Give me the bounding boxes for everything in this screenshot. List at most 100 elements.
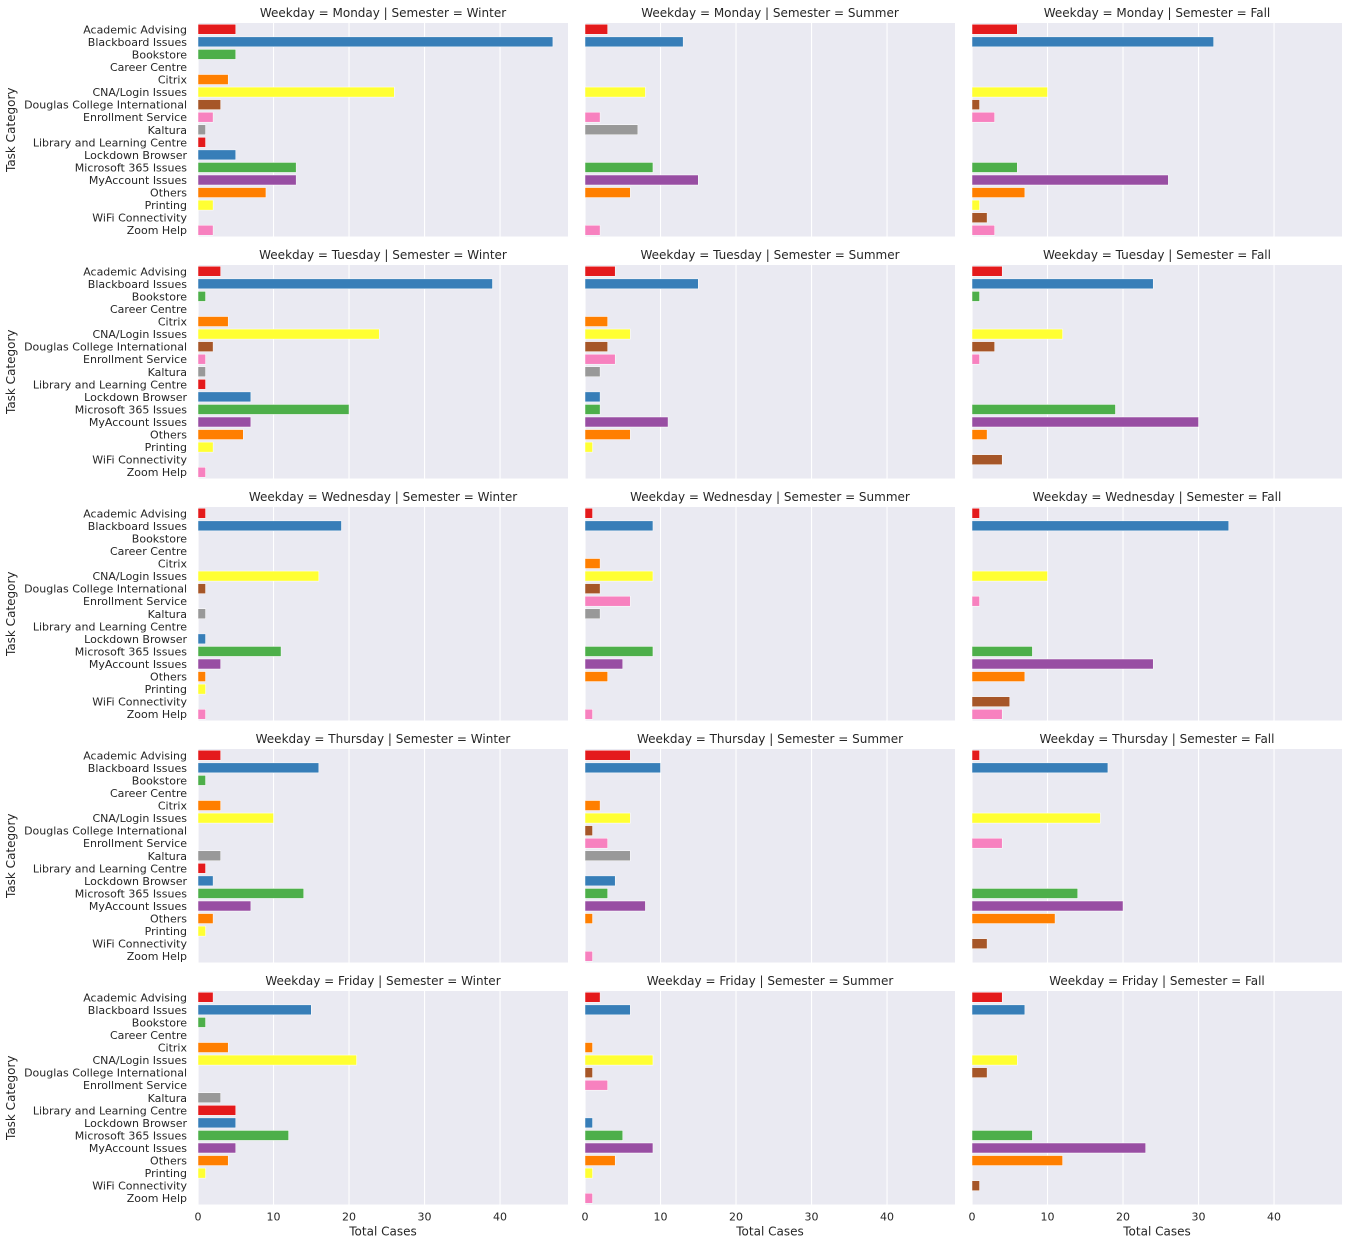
panel-title: Weekday = Tuesday | Semester = Winter xyxy=(259,248,507,262)
bar xyxy=(971,174,1169,186)
y-tick-label: Others xyxy=(150,1155,187,1168)
bar xyxy=(584,950,593,962)
bar xyxy=(584,441,593,453)
bar xyxy=(971,1004,1026,1016)
bar xyxy=(971,341,995,352)
bar xyxy=(197,1017,206,1028)
bar xyxy=(197,1117,237,1129)
y-tick-label: Citrix xyxy=(158,316,188,329)
y-tick-label: Library and Learning Centre xyxy=(33,136,187,149)
bar xyxy=(584,708,593,720)
y-axis-label: Task Category xyxy=(4,1055,18,1141)
panel-background xyxy=(585,991,955,1205)
bar xyxy=(584,800,601,811)
y-tick-label: Lockdown Browser xyxy=(84,391,187,404)
bar xyxy=(197,708,206,720)
bar xyxy=(197,900,252,912)
y-tick-label: WiFi Connectivity xyxy=(92,938,187,951)
bar xyxy=(584,658,624,670)
panel-title: Weekday = Friday | Semester = Winter xyxy=(265,974,500,988)
y-tick-label: Printing xyxy=(145,199,187,212)
bar xyxy=(584,570,654,582)
bar xyxy=(197,646,282,657)
y-tick-label: Kaltura xyxy=(148,124,187,137)
bar xyxy=(584,646,654,657)
y-tick-label: Zoom Help xyxy=(127,466,187,479)
y-tick-label: Enrollment Service xyxy=(83,837,187,850)
bar xyxy=(584,316,608,327)
panel-title: Weekday = Wednesday | Semester = Summer xyxy=(630,490,910,504)
bar xyxy=(971,750,980,761)
y-tick-label: Microsoft 365 Issues xyxy=(75,161,187,174)
bar xyxy=(197,925,206,937)
bar xyxy=(971,520,1229,532)
bar xyxy=(971,508,980,519)
x-tick-label: 20 xyxy=(729,1211,743,1224)
panel-background xyxy=(198,749,568,963)
y-tick-label: Enrollment Service xyxy=(83,1079,187,1092)
bar xyxy=(971,278,1154,290)
panel-title: Weekday = Tuesday | Semester = Summer xyxy=(640,248,899,262)
bar xyxy=(971,888,1078,899)
x-axis-label: Total Cases xyxy=(348,1225,416,1239)
y-tick-label: Douglas College International xyxy=(24,825,187,838)
bar xyxy=(584,1142,654,1154)
bar xyxy=(971,187,1026,198)
bar xyxy=(971,328,1063,340)
y-tick-label: CNA/Login Issues xyxy=(93,86,188,99)
bar xyxy=(584,992,601,1003)
bar xyxy=(584,1054,654,1066)
bar xyxy=(584,24,608,35)
bar xyxy=(197,520,342,532)
y-axis-label: Task Category xyxy=(4,813,18,899)
bar xyxy=(197,124,206,136)
bar xyxy=(584,595,631,607)
bar xyxy=(971,812,1101,824)
x-tick-label: 10 xyxy=(267,1211,281,1224)
bar xyxy=(197,992,214,1003)
y-tick-label: Others xyxy=(150,913,187,926)
bar xyxy=(197,1155,229,1166)
y-tick-label: MyAccount Issues xyxy=(89,658,187,671)
bar xyxy=(584,1079,608,1091)
bar xyxy=(197,316,229,327)
bar xyxy=(584,1167,593,1179)
bar xyxy=(197,1130,289,1141)
panel-title: Weekday = Monday | Semester = Summer xyxy=(641,6,899,20)
bar xyxy=(197,583,206,594)
x-tick-label: 40 xyxy=(880,1211,894,1224)
y-tick-label: Library and Learning Centre xyxy=(33,1104,187,1117)
bar xyxy=(584,86,646,98)
bar xyxy=(584,187,631,198)
panel-title: Weekday = Friday | Semester = Fall xyxy=(1049,974,1265,988)
bar xyxy=(197,199,214,211)
bar xyxy=(971,224,995,236)
y-tick-label: Academic Advising xyxy=(83,507,187,520)
bar xyxy=(971,162,1018,173)
y-tick-label: Zoom Help xyxy=(127,708,187,721)
bar xyxy=(971,658,1154,670)
panel-background xyxy=(972,265,1342,479)
bar xyxy=(971,696,1011,707)
bar xyxy=(197,149,237,161)
y-tick-label: Career Centre xyxy=(110,545,187,558)
bar xyxy=(197,366,206,378)
y-tick-label: MyAccount Issues xyxy=(89,416,187,429)
bar xyxy=(971,837,1003,849)
y-tick-label: Others xyxy=(150,187,187,200)
bar xyxy=(197,1092,221,1104)
y-tick-label: Academic Advising xyxy=(83,23,187,36)
bar xyxy=(584,900,646,912)
bar xyxy=(197,466,206,478)
bar xyxy=(971,570,1048,582)
y-tick-label: WiFi Connectivity xyxy=(92,454,187,467)
bar xyxy=(197,671,206,682)
bar xyxy=(197,429,244,440)
bar xyxy=(971,938,988,949)
panel-background xyxy=(198,23,568,237)
bar xyxy=(584,111,601,123)
bar xyxy=(197,863,206,874)
bar xyxy=(197,1042,229,1053)
y-tick-label: Kaltura xyxy=(148,366,187,379)
bar xyxy=(584,278,699,290)
